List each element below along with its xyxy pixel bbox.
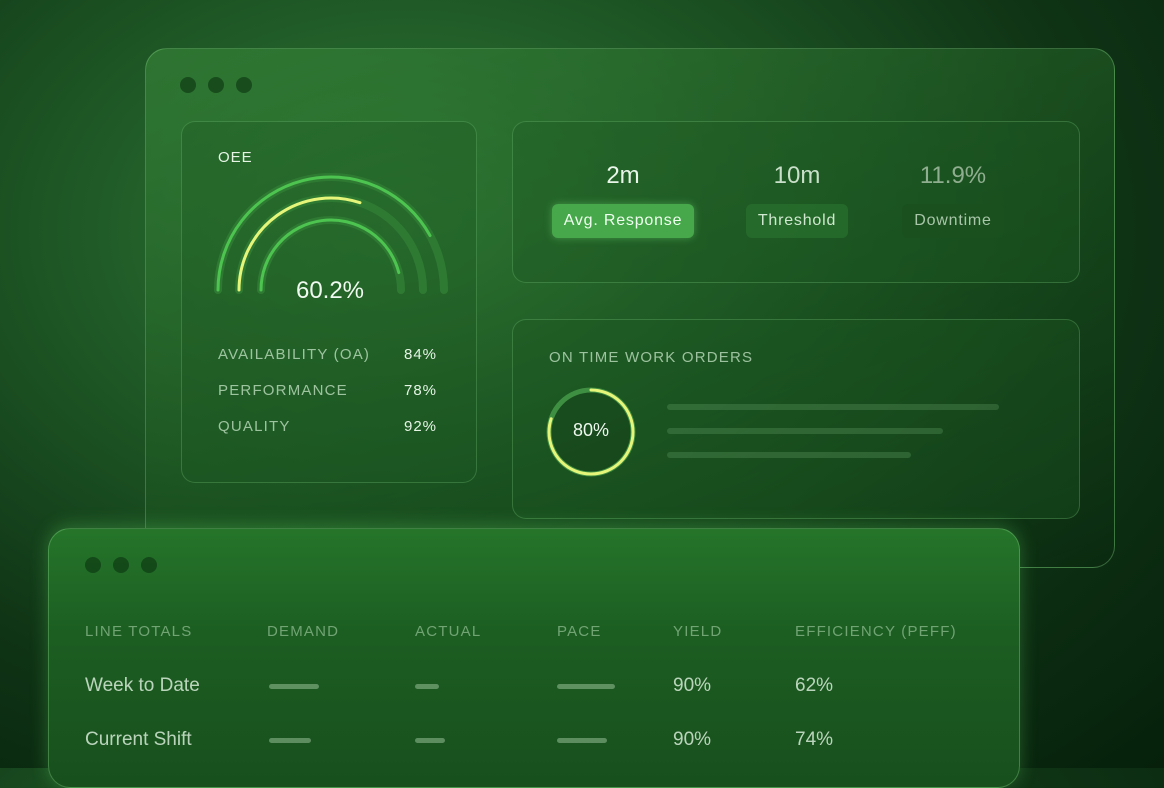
oee-gauge bbox=[214, 173, 448, 294]
stat-threshold: 10m Threshold bbox=[717, 162, 877, 238]
window-controls bbox=[180, 77, 252, 93]
stats-card: 2m Avg. Response 10m Threshold 11.9% Downti… bbox=[512, 121, 1080, 283]
oee-title: OEE bbox=[218, 149, 253, 166]
placeholder-bar bbox=[667, 452, 911, 458]
header-actual: ACTUAL bbox=[415, 623, 482, 640]
header-efficiency: EFFICIENCY (PEFF) bbox=[795, 623, 957, 640]
efficiency-value: 62% bbox=[795, 675, 834, 696]
header-pace: PACE bbox=[557, 623, 602, 640]
efficiency-value: 74% bbox=[795, 729, 834, 750]
header-demand: DEMAND bbox=[267, 623, 340, 640]
stat-value: 2m bbox=[606, 162, 640, 189]
dashboard-window: OEE 60.2% AVAILABILITY (OA) 84% PERFORMANC… bbox=[145, 48, 1115, 568]
metric-value: 78% bbox=[404, 382, 438, 399]
window-controls bbox=[85, 557, 157, 573]
pace-placeholder bbox=[557, 738, 607, 743]
row-name: Current Shift bbox=[85, 729, 192, 750]
stat-value: 10m bbox=[773, 162, 821, 189]
oee-value: 60.2% bbox=[295, 277, 365, 304]
gauge-outer-fill bbox=[216, 175, 432, 292]
actual-placeholder bbox=[415, 684, 439, 689]
work-orders-ring bbox=[546, 387, 636, 477]
maximize-dot[interactable] bbox=[141, 557, 157, 573]
oee-card: OEE 60.2% AVAILABILITY (OA) 84% PERFORMANC… bbox=[181, 121, 477, 483]
header-line-totals: LINE TOTALS bbox=[85, 623, 193, 640]
work-orders-card: ON TIME WORK ORDERS 80% bbox=[512, 319, 1080, 519]
metric-label: PERFORMANCE bbox=[218, 382, 348, 399]
metric-label: AVAILABILITY (OA) bbox=[218, 346, 371, 363]
close-dot[interactable] bbox=[180, 77, 196, 93]
line-totals-window: LINE TOTALS DEMAND ACTUAL PACE YIELD EFF… bbox=[48, 528, 1020, 788]
work-orders-title: ON TIME WORK ORDERS bbox=[549, 349, 754, 366]
downtime-button[interactable]: Downtime bbox=[902, 204, 1004, 238]
gauge-middle-fill bbox=[237, 196, 362, 292]
close-dot[interactable] bbox=[85, 557, 101, 573]
yield-value: 90% bbox=[673, 675, 712, 696]
actual-placeholder bbox=[415, 738, 445, 743]
maximize-dot[interactable] bbox=[236, 77, 252, 93]
ring-progress bbox=[547, 388, 635, 476]
demand-placeholder bbox=[269, 684, 319, 689]
row-name: Week to Date bbox=[85, 675, 200, 696]
minimize-dot[interactable] bbox=[208, 77, 224, 93]
placeholder-bar bbox=[667, 428, 943, 434]
gauge-outer-track bbox=[214, 173, 448, 294]
pace-placeholder bbox=[557, 684, 615, 689]
work-orders-value: 80% bbox=[572, 420, 610, 440]
header-yield: YIELD bbox=[673, 623, 723, 640]
stat-value: 11.9% bbox=[919, 162, 987, 189]
demand-placeholder bbox=[269, 738, 311, 743]
metric-value: 84% bbox=[404, 346, 438, 363]
threshold-button[interactable]: Threshold bbox=[745, 204, 849, 238]
metric-value: 92% bbox=[404, 418, 438, 435]
metric-label: QUALITY bbox=[218, 418, 291, 435]
avg-response-button[interactable]: Avg. Response bbox=[551, 204, 695, 238]
stat-downtime: 11.9% Downtime bbox=[873, 162, 1033, 238]
stat-avg-response: 2m Avg. Response bbox=[543, 162, 703, 238]
gauge-inner-fill bbox=[259, 218, 401, 292]
placeholder-bar bbox=[667, 404, 999, 410]
minimize-dot[interactable] bbox=[113, 557, 129, 573]
yield-value: 90% bbox=[673, 729, 712, 750]
